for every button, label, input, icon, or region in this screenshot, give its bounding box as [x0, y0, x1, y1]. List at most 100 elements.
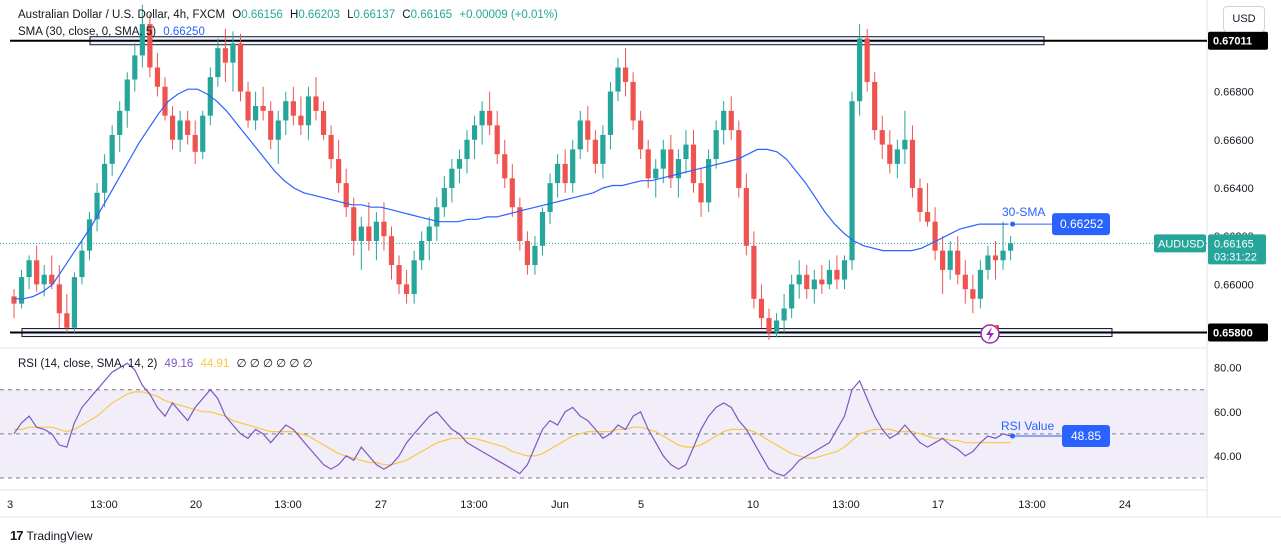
candle-body — [872, 81, 878, 131]
candle-body — [630, 81, 636, 121]
candle-body — [509, 178, 515, 208]
time-tick-label: 13:00 — [1018, 499, 1046, 511]
candle-body — [132, 55, 138, 80]
rsi-legend-value: 49.16 — [164, 358, 194, 370]
events-lightning-icon[interactable] — [980, 324, 1000, 344]
symbol-title[interactable]: Australian Dollar / U.S. Dollar, 4h, FXC… — [18, 9, 226, 21]
candle-body — [902, 139, 908, 150]
candle-body — [192, 134, 198, 152]
candle-body — [215, 48, 221, 78]
candle-body — [917, 187, 923, 213]
candle-body — [728, 110, 734, 131]
candle-body — [713, 130, 719, 160]
candle-body — [524, 240, 530, 266]
candle-body — [79, 250, 85, 278]
candle-body — [857, 38, 863, 102]
candle-body — [253, 106, 259, 121]
sma-legend-label: SMA (30, close, 0, SMA, 5) — [18, 26, 157, 38]
candle-body — [577, 120, 583, 150]
rsi-axis: 80.00 60.00 40.00 — [1214, 363, 1242, 463]
candle-body — [298, 115, 304, 126]
candle-body — [600, 134, 606, 164]
candle-body — [562, 163, 568, 184]
candle-body — [977, 269, 983, 299]
candle-body — [653, 168, 659, 179]
ohlc-high: 0.66203 — [298, 9, 340, 21]
candle-body — [962, 274, 968, 290]
candle-body — [283, 101, 289, 121]
ohlc-h-label: H — [290, 9, 299, 21]
rsi-line — [13, 362, 1011, 477]
candle-body — [162, 86, 168, 116]
candle-body — [441, 187, 447, 208]
time-tick-label: 27 — [375, 499, 387, 511]
candle-body — [147, 24, 153, 68]
candles-layer — [11, 4, 1014, 340]
candle-body — [894, 149, 900, 164]
candle-body — [585, 120, 591, 140]
symbol-tag: AUDUSD — [1158, 238, 1205, 250]
time-tick-label: 5 — [638, 499, 644, 511]
rsi-legend-extra: ∅ ∅ ∅ ∅ ∅ ∅ — [236, 358, 313, 370]
candle-body — [517, 207, 523, 241]
candle-body — [751, 245, 757, 299]
candle-body — [758, 298, 765, 319]
candle-body — [864, 38, 870, 82]
candle-body — [539, 212, 546, 246]
candle-body — [388, 236, 395, 266]
candle-body — [358, 226, 364, 241]
candle-body — [675, 159, 681, 179]
candle-body — [260, 106, 266, 111]
candle-body — [109, 134, 115, 164]
rsi-legend[interactable]: RSI (14, close, SMA, 14, 2) 49.16 44.91 … — [18, 356, 317, 370]
support-price-label-bg — [1208, 323, 1268, 342]
bar-countdown: 03:31:22 — [1214, 251, 1257, 263]
candle-body — [56, 284, 62, 314]
rsi-tick-label: 40.00 — [1214, 451, 1242, 463]
candle-body — [743, 187, 749, 246]
candle-body — [237, 43, 244, 92]
candle-body — [706, 159, 712, 203]
sma-badge: 0.66252 — [1060, 217, 1104, 231]
ohlc-o-label: O — [232, 9, 242, 21]
candle-body — [804, 274, 810, 290]
candle-body — [230, 43, 236, 63]
price-tick-label: 0.66800 — [1214, 87, 1254, 99]
footer-brand[interactable]: TradingView — [26, 528, 93, 543]
sma-legend[interactable]: SMA (30, close, 0, SMA, 5) 0.66250 — [18, 26, 209, 38]
time-tick-label: 13:00 — [274, 499, 302, 511]
candle-body — [456, 159, 463, 169]
candle-body — [464, 139, 470, 160]
sma-legend-value: 0.66250 — [163, 26, 205, 38]
candle-body — [26, 260, 32, 278]
time-tick-label: 10 — [747, 499, 759, 511]
candle-body — [373, 221, 379, 241]
candle-body — [819, 279, 825, 285]
candle-body — [449, 168, 455, 188]
candle-body — [970, 289, 976, 299]
candle-body — [268, 110, 274, 140]
candle-body — [570, 149, 576, 184]
candle-body — [117, 110, 123, 135]
candle-body — [471, 125, 478, 140]
candle-body — [275, 120, 281, 140]
candle-body — [1008, 243, 1014, 251]
candle-body — [320, 110, 327, 135]
candle-body — [1000, 250, 1006, 261]
candle-body — [607, 91, 614, 135]
candle-body — [773, 320, 780, 333]
support-price-label: 0.65800 — [1213, 328, 1253, 340]
candle-body — [396, 265, 402, 285]
currency-button[interactable]: USD — [1223, 6, 1265, 32]
candle-body — [64, 313, 70, 328]
candle-body — [992, 255, 999, 261]
candle-body — [185, 120, 191, 135]
last-price-bg — [1208, 234, 1266, 265]
candle-body — [796, 274, 802, 285]
time-tick-label: 17 — [932, 499, 944, 511]
candle-body — [124, 79, 130, 111]
tradingview-logo-icon[interactable]: 17 — [10, 528, 24, 543]
candle-body — [932, 221, 938, 251]
